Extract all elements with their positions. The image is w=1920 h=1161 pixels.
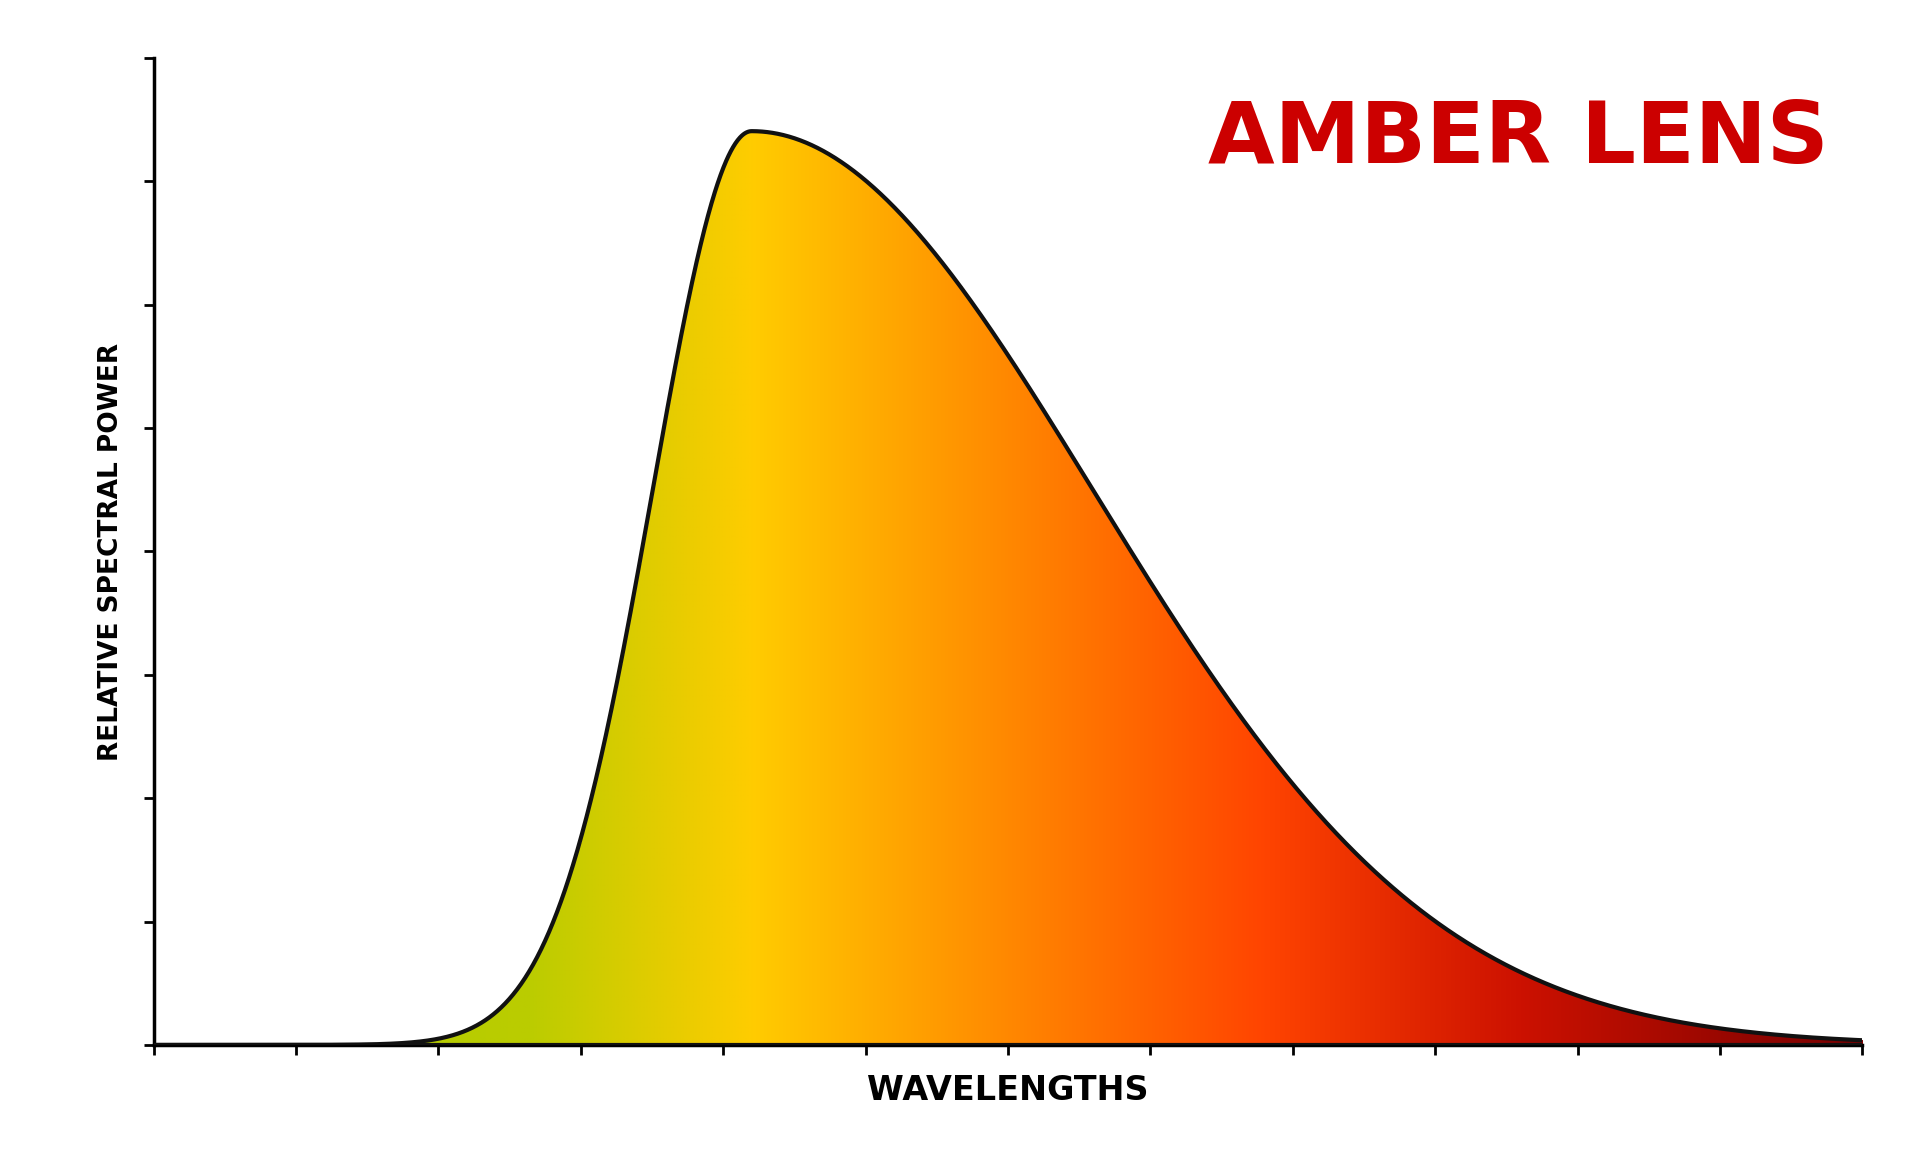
Text: AMBER LENS: AMBER LENS xyxy=(1208,98,1828,180)
Y-axis label: RELATIVE SPECTRAL POWER: RELATIVE SPECTRAL POWER xyxy=(98,342,125,760)
X-axis label: WAVELENGTHS: WAVELENGTHS xyxy=(868,1074,1148,1108)
